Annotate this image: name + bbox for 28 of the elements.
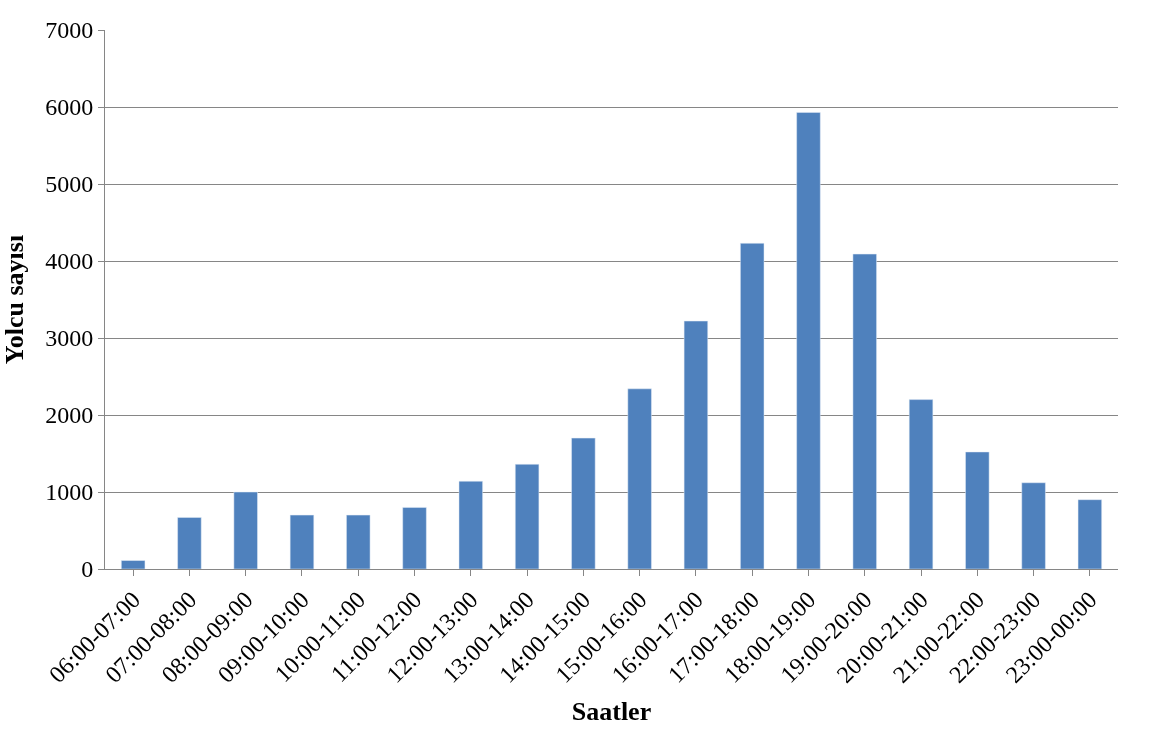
y-tick-label: 2000 [45,402,94,429]
y-tick-label: 7000 [45,17,94,44]
bar [402,507,427,569]
x-axis-title: Saatler [571,697,652,727]
bar [346,514,371,569]
bar [852,253,877,569]
bar [627,388,652,569]
bar [458,480,483,569]
bar [683,320,708,569]
bar [965,451,990,569]
bar [289,514,315,569]
y-tick-label: 5000 [45,171,94,198]
bar [515,464,540,569]
bar [796,112,821,569]
y-tick-label: 6000 [45,94,94,121]
y-tick-label: 3000 [45,325,94,352]
bar [233,491,258,569]
y-tick-label: 0 [81,556,94,583]
bar [121,560,146,569]
bar [571,437,596,569]
bar [1077,499,1102,569]
y-axis-title: Yolcu sayısı [0,234,29,365]
y-tick-label: 4000 [45,248,94,275]
bar [177,517,202,569]
bar [908,399,934,569]
y-tick-label: 1000 [45,479,94,506]
bar [1021,482,1046,569]
bar [740,243,765,569]
